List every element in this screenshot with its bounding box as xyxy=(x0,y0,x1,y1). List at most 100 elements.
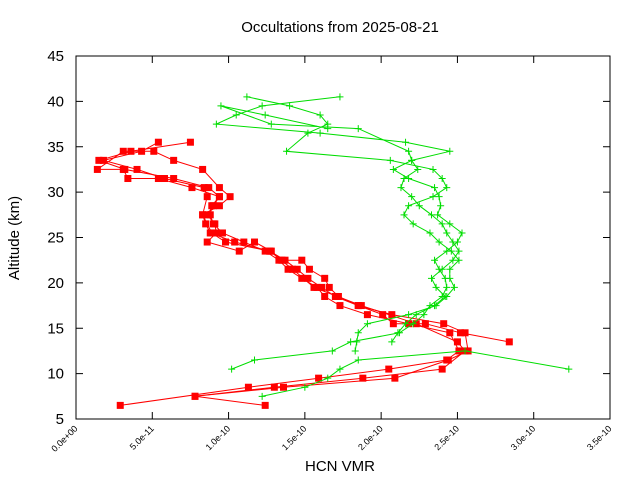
series-2-point xyxy=(397,184,405,192)
y-tick-label: 40 xyxy=(47,93,64,110)
series-1-point xyxy=(354,302,362,310)
series-1-point xyxy=(231,238,239,246)
series-2-point xyxy=(408,156,416,164)
series-1-point xyxy=(284,265,292,273)
series-1-point xyxy=(453,338,461,346)
series-1-point xyxy=(325,283,333,291)
series-2-point xyxy=(324,125,332,133)
series-2-point xyxy=(429,165,437,173)
series-2-point xyxy=(347,338,355,346)
series-2-point xyxy=(232,111,240,119)
series-1-point xyxy=(315,374,323,382)
series-2-point xyxy=(405,202,413,210)
y-tick-label: 45 xyxy=(47,48,64,65)
series-1-point xyxy=(186,138,194,146)
series-1-point xyxy=(304,274,312,282)
series-2-point xyxy=(405,311,413,319)
series-1-point xyxy=(461,329,469,337)
series-1-point xyxy=(215,202,223,210)
series-1-point xyxy=(391,374,399,382)
series-2-point xyxy=(455,247,463,255)
x-tick-label: 1.0e-10 xyxy=(204,424,233,453)
series-1-point xyxy=(209,202,217,210)
series-2-point xyxy=(420,311,428,319)
series-2-point xyxy=(414,165,422,173)
series-2-point xyxy=(328,347,336,355)
series-2-point xyxy=(431,184,439,192)
series-1-point xyxy=(278,256,286,264)
series-2-point xyxy=(388,338,396,346)
series-1-point xyxy=(218,229,226,237)
series-1-point xyxy=(235,247,243,255)
series-2-point xyxy=(434,211,442,219)
x-tick-label: 5.0e-11 xyxy=(128,424,156,452)
series-2-point xyxy=(443,184,451,192)
series-1-point xyxy=(310,283,318,291)
series-1-point xyxy=(336,302,344,310)
series-1-line-1 xyxy=(97,141,460,406)
series-2-point xyxy=(443,283,451,291)
series-1-point xyxy=(191,392,199,400)
series-layer xyxy=(93,93,573,409)
series-1-point xyxy=(205,184,213,192)
series-2-point xyxy=(450,283,458,291)
series-1-point xyxy=(251,238,259,246)
series-1-point xyxy=(298,256,306,264)
series-1-point xyxy=(293,265,301,273)
series-2-point xyxy=(354,356,362,364)
series-2-point xyxy=(243,93,251,101)
y-tick-label: 35 xyxy=(47,139,64,156)
series-1-point xyxy=(124,175,132,183)
series-2-point xyxy=(316,111,324,119)
series-1-point xyxy=(199,165,207,173)
series-2-point xyxy=(405,147,413,155)
series-1-point xyxy=(385,365,393,373)
series-1-point xyxy=(244,383,252,391)
series-1-point xyxy=(505,338,513,346)
series-2-point xyxy=(409,320,417,328)
series-2-point xyxy=(432,283,440,291)
series-1-point xyxy=(240,238,248,246)
series-1-point xyxy=(215,184,223,192)
series-2-line-3 xyxy=(214,96,463,370)
series-2-point xyxy=(437,202,445,210)
series-1-point xyxy=(267,247,275,255)
series-1-point xyxy=(261,401,269,409)
series-1-point xyxy=(279,383,287,391)
series-2-point xyxy=(394,329,402,337)
series-1-point xyxy=(456,329,464,337)
series-2-point xyxy=(427,274,435,282)
series-1-point xyxy=(93,165,101,173)
series-1-point xyxy=(170,175,178,183)
series-2-line-2 xyxy=(246,96,460,351)
x-tick-label: 1.5e-10 xyxy=(280,424,309,453)
series-2-point xyxy=(324,374,332,382)
series-2-point xyxy=(455,256,463,264)
series-1-point xyxy=(440,320,448,328)
series-2-point xyxy=(258,102,266,110)
y-tick-label: 5 xyxy=(56,411,64,428)
series-1-point xyxy=(188,184,196,192)
x-axis-label: HCN VMR xyxy=(305,458,375,475)
series-2-point xyxy=(353,338,361,346)
x-tick-label: 3.5e-10 xyxy=(585,424,614,453)
series-1-point xyxy=(203,193,211,201)
series-1-point xyxy=(298,274,306,282)
series-2-point xyxy=(354,125,362,133)
series-2-point xyxy=(449,256,457,264)
series-2-point xyxy=(251,356,259,364)
series-1-point xyxy=(99,156,107,164)
series-2-point xyxy=(267,120,275,128)
series-1-point xyxy=(388,311,396,319)
series-2-point xyxy=(441,292,449,300)
series-2-point xyxy=(400,211,408,219)
series-2-point xyxy=(212,120,220,128)
series-1-point xyxy=(150,147,158,155)
series-1-point xyxy=(119,165,127,173)
series-2-point xyxy=(426,229,434,237)
series-1-point xyxy=(200,184,208,192)
series-2-point xyxy=(336,93,344,101)
series-2-point xyxy=(438,220,446,228)
series-2-point xyxy=(427,211,435,219)
